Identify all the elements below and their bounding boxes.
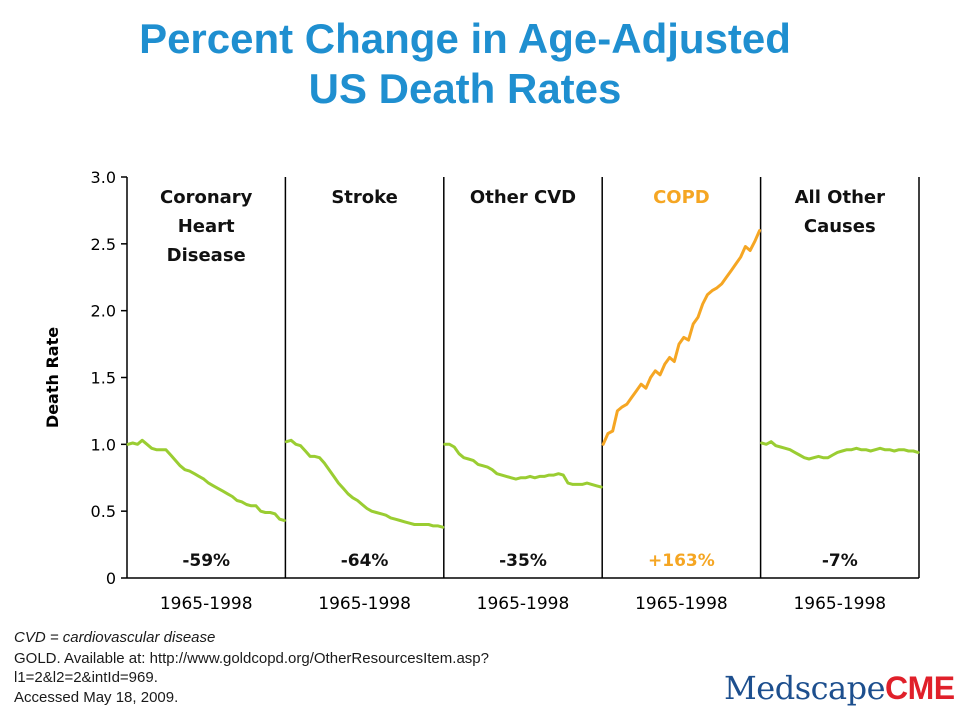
y-tick-label: 1.0 bbox=[91, 435, 116, 454]
change-label: -7% bbox=[822, 551, 858, 571]
series-line bbox=[601, 229, 762, 446]
panel-3: COPD +163% 1965-1998 bbox=[601, 177, 762, 614]
series-line bbox=[443, 442, 603, 489]
panel-label: COPD bbox=[653, 187, 710, 208]
chart-title-line-2: US Death Rates bbox=[308, 65, 622, 112]
logo-text-cme: CME bbox=[885, 670, 955, 706]
footnote-abbreviation: CVD = cardiovascular disease bbox=[14, 629, 216, 646]
panel-label: All Other bbox=[795, 187, 885, 208]
series-line bbox=[126, 438, 286, 522]
series-line bbox=[284, 438, 445, 529]
footnote-source-line-1: GOLD. Available at: http://www.goldcopd.… bbox=[14, 650, 489, 667]
x-tick-label: 1965-1998 bbox=[793, 594, 886, 614]
y-tick-label: 0 bbox=[106, 569, 116, 588]
change-label: +163% bbox=[648, 551, 715, 571]
panel-0: Coronary Heart Disease -59% 1965-1998 bbox=[126, 177, 287, 614]
x-tick-label: 1965-1998 bbox=[635, 594, 728, 614]
y-tick-label: 0.5 bbox=[91, 502, 116, 521]
x-tick-label: 1965-1998 bbox=[318, 594, 411, 614]
panel-2: Other CVD -35% 1965-1998 bbox=[443, 177, 603, 614]
medscape-cme-logo: MedscapeCME bbox=[724, 668, 955, 708]
panel-label: Causes bbox=[804, 216, 876, 237]
axes: 0 0.5 1.0 1.5 2.0 2.5 3.0 Death Rate bbox=[43, 168, 919, 588]
change-label: -35% bbox=[499, 551, 547, 571]
panel-label: Other CVD bbox=[470, 187, 576, 208]
panel-4: All Other Causes -7% 1965-1998 bbox=[760, 177, 920, 614]
panel-label: Coronary bbox=[160, 187, 253, 208]
change-label: -59% bbox=[182, 551, 230, 571]
y-axis-label: Death Rate bbox=[43, 327, 62, 428]
change-label: -64% bbox=[341, 551, 389, 571]
x-tick-label: 1965-1998 bbox=[160, 594, 253, 614]
y-tick-label: 3.0 bbox=[91, 168, 116, 187]
panel-1: Stroke -64% 1965-1998 bbox=[284, 177, 445, 614]
y-tick-label: 1.5 bbox=[91, 369, 116, 388]
panel-label: Disease bbox=[167, 245, 246, 266]
panel-label: Heart bbox=[178, 216, 235, 237]
footnote-accessed: Accessed May 18, 2009. bbox=[14, 689, 179, 706]
x-tick-label: 1965-1998 bbox=[477, 594, 570, 614]
y-tick-label: 2.0 bbox=[91, 302, 116, 321]
footnote-source-line-2: l1=2&l2=2&intId=969. bbox=[14, 669, 158, 686]
panel-label: Stroke bbox=[331, 187, 398, 208]
logo-text-medscape: Medscape bbox=[724, 669, 886, 707]
chart-title-line-1: Percent Change in Age-Adjusted bbox=[139, 15, 791, 62]
panels: Coronary Heart Disease -59% 1965-1998 Stroke -… bbox=[126, 177, 920, 614]
series-line bbox=[760, 440, 920, 461]
y-tick-label: 2.5 bbox=[91, 235, 116, 254]
